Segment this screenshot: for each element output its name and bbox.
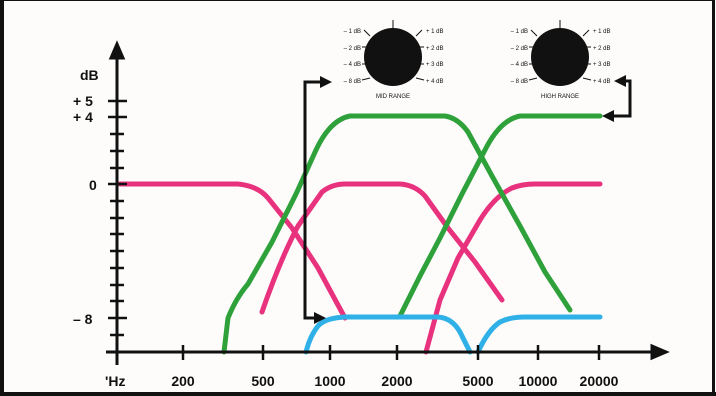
pink-curve-mid-right [423, 181, 603, 355]
frame-edge-left [0, 0, 4, 396]
high-range-arrow-in-icon [614, 75, 626, 87]
frame-edge-right [712, 0, 715, 396]
high-mark-right-2: + 2 dB [593, 46, 611, 52]
green-curve-right [397, 113, 603, 319]
x-tick-label: 2000 [381, 373, 412, 389]
high-mark-left-2: – 2 dB [511, 46, 528, 52]
y-tick-label-zero: 0 [89, 177, 97, 193]
mid-mark-right-4: + 4 dB [426, 79, 444, 85]
high-range-connector-line [612, 79, 632, 118]
x-axis-ticks [115, 345, 601, 363]
mid-mark-right-1: + 1 dB [426, 29, 444, 35]
y-axis-unit: dB [80, 67, 99, 83]
high-mark-left-4: – 8 dB [511, 79, 528, 85]
mid-range-connector-line [303, 80, 322, 320]
green-curve-left [221, 113, 573, 355]
x-tick-label: 500 [251, 373, 275, 389]
high-range-arrow-out-icon [602, 110, 614, 122]
mid-range-knob[interactable] [364, 28, 422, 86]
mid-range-knob-ticks [361, 20, 425, 81]
mid-mark-right-3: + 3 dB [426, 62, 444, 68]
high-mark-right-3: + 3 dB [593, 62, 611, 68]
high-range-knob-ticks [528, 20, 592, 81]
pink-curve-mid-left [259, 181, 505, 315]
blue-curve-right [475, 314, 603, 355]
blue-curve-left [303, 314, 473, 355]
y-tick-label-plus4: + 4 [73, 109, 93, 125]
x-tick-label: 10000 [519, 373, 558, 389]
y-axis-ticks [108, 99, 127, 337]
y-tick-label-plus5: + 5 [73, 93, 93, 109]
x-axis-arrow-icon [650, 343, 670, 361]
high-mark-right-4: + 4 dB [593, 79, 611, 85]
high-range-label: HIGH RANGE [541, 94, 579, 100]
x-tick-label: 5000 [462, 373, 493, 389]
mid-mark-left-4: – 8 dB [344, 79, 361, 85]
high-mark-right-1: + 1 dB [593, 29, 611, 35]
frame-edge-bottom [0, 392, 716, 396]
high-range-knob[interactable] [531, 28, 589, 86]
mid-mark-left-2: – 2 dB [344, 46, 361, 52]
mid-mark-left-1: – 1 dB [344, 29, 361, 35]
mid-range-arrow-in-icon [320, 76, 332, 88]
y-axis-arrow-icon [108, 40, 126, 60]
x-tick-label: 20000 [580, 373, 619, 389]
x-tick-label: 200 [171, 373, 195, 389]
high-mark-left-1: – 1 dB [511, 29, 528, 35]
mid-mark-left-3: – 4 dB [344, 62, 361, 68]
x-tick-label: 1000 [314, 373, 345, 389]
x-tick-label: 'Hz [105, 373, 125, 389]
high-mark-left-3: – 4 dB [511, 62, 528, 68]
mid-range-knob-group: – 1 dB – 2 dB – 4 dB – 8 dB + 1 dB + 2 d… [344, 20, 444, 100]
mid-range-arrow-out-icon [314, 312, 326, 324]
mid-range-label: MID RANGE [376, 94, 410, 100]
mid-mark-right-2: + 2 dB [426, 46, 444, 52]
y-tick-label-minus8: – 8 [73, 311, 93, 327]
high-range-knob-group: – 1 dB – 2 dB – 4 dB – 8 dB + 1 dB + 2 d… [511, 20, 611, 100]
